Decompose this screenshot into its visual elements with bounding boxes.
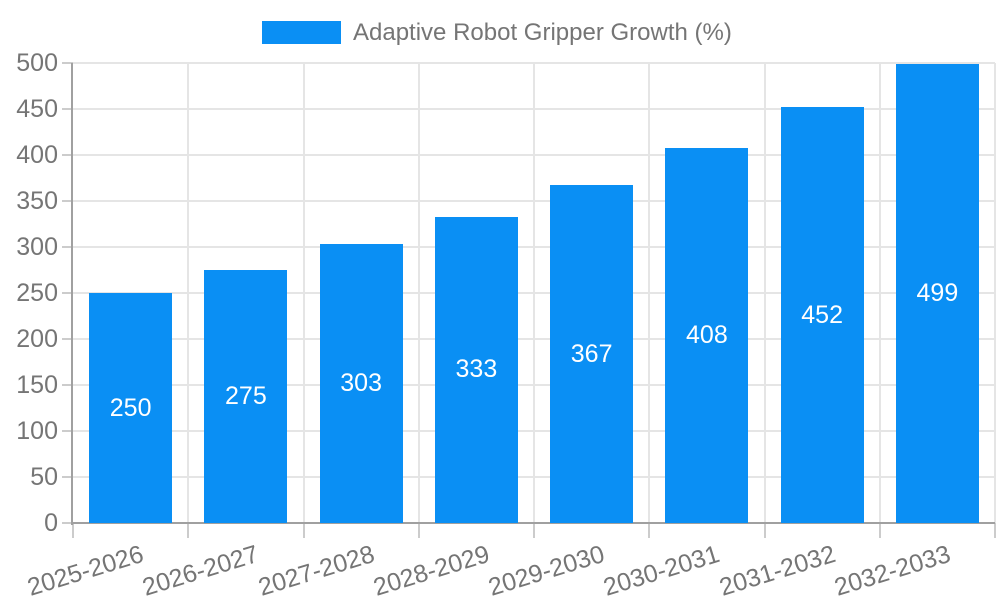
gridline-vertical (187, 63, 190, 523)
bar-value-label: 275 (225, 382, 267, 410)
x-axis-tick (994, 523, 996, 538)
y-axis-tick (62, 246, 73, 248)
x-axis-tick (187, 523, 190, 538)
legend-swatch-icon (262, 21, 341, 44)
legend-item[interactable]: Adaptive Robot Gripper Growth (%) (262, 20, 732, 45)
y-axis-tick-label: 200 (16, 325, 58, 353)
y-axis-tick-label: 350 (16, 187, 58, 215)
y-axis-tick (62, 108, 73, 110)
bar: 275 (204, 270, 288, 523)
gridline-vertical (648, 63, 651, 523)
y-axis-tick (62, 476, 73, 478)
y-axis-tick-label: 450 (16, 95, 58, 123)
bar-value-label: 303 (340, 369, 382, 398)
y-axis-tick-label: 100 (16, 417, 58, 445)
y-axis-tick (62, 62, 73, 64)
y-axis-tick-label: 250 (16, 279, 58, 307)
bar-value-label: 250 (109, 393, 152, 422)
y-axis-tick (62, 200, 73, 202)
legend-label: Adaptive Robot Gripper Growth (%) (353, 19, 732, 46)
y-axis-tick-label: 300 (16, 233, 58, 261)
y-axis-tick-label: 500 (16, 49, 58, 77)
x-axis-tick (302, 523, 305, 538)
x-axis-category-label: 2027-2028 (254, 540, 378, 600)
x-axis-category-label: 2026-2027 (139, 540, 263, 600)
y-axis-tick (62, 522, 73, 524)
x-axis-tick (763, 523, 766, 538)
gridline-vertical (417, 63, 420, 523)
bar-value-label: 499 (916, 278, 959, 307)
y-axis-tick (62, 384, 73, 386)
y-axis-tick (62, 430, 73, 432)
x-axis-category-label: 2025-2026 (24, 540, 147, 600)
gridline-vertical (763, 63, 766, 523)
x-axis-tick (648, 523, 651, 538)
gridline-vertical (994, 63, 996, 523)
gridline-vertical (302, 63, 305, 523)
bar: 452 (780, 107, 864, 523)
y-axis-line (71, 63, 73, 525)
y-axis-tick (62, 292, 73, 294)
x-axis-tick (72, 523, 74, 538)
y-axis-tick-label: 150 (16, 371, 58, 399)
x-axis-category-label: 2029-2030 (485, 540, 608, 600)
y-axis-tick (62, 154, 73, 156)
bar: 250 (89, 293, 173, 523)
bar-value-label: 408 (686, 320, 728, 349)
bar: 499 (895, 63, 979, 523)
bar-value-label: 333 (455, 355, 498, 384)
gridline-vertical (533, 63, 535, 523)
x-axis-category-label: 2030-2031 (600, 540, 724, 600)
x-axis-tick (533, 523, 535, 538)
x-axis-tick (878, 523, 881, 538)
x-axis-category-label: 2031-2032 (715, 540, 839, 600)
bar-value-label: 452 (801, 300, 843, 329)
gridline-vertical (878, 63, 881, 523)
x-axis-line (71, 522, 995, 524)
bar: 303 (319, 244, 403, 523)
y-axis-tick-label: 400 (16, 141, 58, 169)
y-axis-tick-label: 0 (44, 509, 58, 537)
y-axis-tick-label: 50 (30, 463, 58, 491)
bar: 333 (434, 216, 518, 523)
bar-value-label: 367 (570, 339, 613, 368)
x-axis-category-label: 2032-2033 (831, 540, 954, 600)
x-axis-tick (417, 523, 420, 538)
x-axis-category-label: 2028-2029 (370, 540, 493, 600)
bar: 367 (550, 185, 634, 523)
bar: 408 (665, 147, 749, 523)
y-axis-tick (62, 338, 73, 340)
